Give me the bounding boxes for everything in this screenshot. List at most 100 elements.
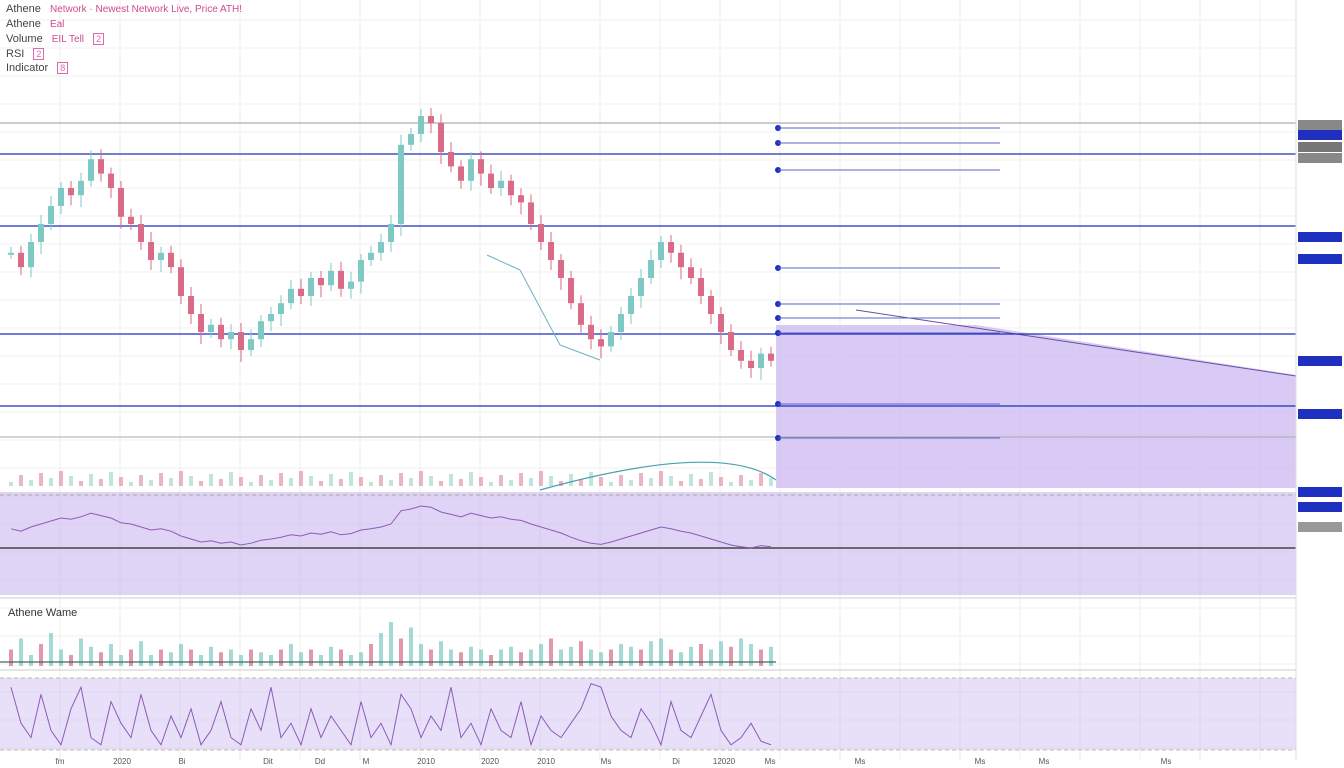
legend-row-1: Athene Network · Newest Network Live, Pr… bbox=[6, 2, 248, 17]
candle-body bbox=[388, 224, 394, 242]
candle-body bbox=[18, 252, 24, 268]
candle-body bbox=[188, 296, 194, 314]
time-axis-label: Dd bbox=[314, 757, 326, 766]
volume-bar bbox=[769, 478, 773, 486]
price-tag bbox=[1298, 356, 1342, 366]
time-axis-label: Ms bbox=[854, 757, 866, 766]
volume-bar bbox=[29, 655, 33, 666]
legend-symbol[interactable]: Volume bbox=[6, 33, 43, 45]
volume-bar bbox=[699, 479, 703, 486]
volume-bar bbox=[759, 473, 763, 486]
volume-bar bbox=[49, 633, 53, 666]
volume-bar bbox=[39, 473, 43, 486]
candle-body bbox=[508, 180, 514, 196]
candle-body bbox=[458, 166, 464, 181]
legend-badge[interactable]: 8 bbox=[57, 62, 69, 74]
volume-bar bbox=[149, 655, 153, 666]
time-axis-label: Ms bbox=[600, 757, 612, 766]
volume-bar bbox=[439, 641, 443, 666]
candle-body bbox=[198, 314, 204, 332]
candle-body bbox=[68, 188, 74, 196]
trend-line bbox=[486, 254, 601, 361]
price-tag bbox=[1298, 409, 1342, 419]
price-tag bbox=[1298, 232, 1342, 242]
legend-symbol[interactable]: RSI bbox=[6, 48, 25, 60]
price-tag bbox=[1298, 502, 1342, 512]
candle-body bbox=[548, 242, 554, 260]
time-axis-label: 2020 bbox=[113, 757, 131, 766]
volume-bar bbox=[369, 482, 373, 486]
legend-row-5: Indicator 8 bbox=[6, 61, 248, 75]
volume-bar bbox=[359, 477, 363, 486]
volume-bar bbox=[179, 471, 183, 486]
volume-bar bbox=[559, 481, 563, 486]
candle-body bbox=[428, 116, 434, 124]
candle-body bbox=[578, 303, 584, 325]
candle-body bbox=[128, 216, 134, 224]
candle-body bbox=[398, 144, 404, 224]
volume-bar bbox=[379, 633, 383, 666]
volume-bar bbox=[489, 482, 493, 486]
volume-bar bbox=[439, 481, 443, 486]
volume-bar bbox=[159, 473, 163, 486]
time-axis-label: Ms bbox=[974, 757, 986, 766]
time-axis-label: Di bbox=[672, 757, 680, 766]
volume-bar bbox=[349, 472, 353, 486]
time-axis-label: Ms bbox=[1160, 757, 1172, 766]
volume-bar bbox=[9, 482, 13, 486]
candle-body bbox=[178, 267, 184, 296]
candle-body bbox=[748, 360, 754, 368]
volume-bar bbox=[659, 471, 663, 486]
volume-bar bbox=[469, 646, 473, 666]
legend-symbol[interactable]: Indicator bbox=[6, 62, 49, 74]
volume-bar bbox=[489, 655, 493, 666]
volume-bar bbox=[409, 478, 413, 486]
legend-badge[interactable]: 2 bbox=[33, 48, 45, 60]
candle-body bbox=[328, 270, 334, 286]
volume-bar bbox=[549, 476, 553, 486]
candle-body bbox=[368, 252, 374, 260]
volume-bar bbox=[219, 479, 223, 486]
candle-body bbox=[688, 267, 694, 278]
candle-body bbox=[88, 159, 94, 181]
candle-body bbox=[358, 260, 364, 282]
candle-body bbox=[238, 332, 244, 350]
volume-bar bbox=[319, 481, 323, 486]
volume-bar bbox=[509, 480, 513, 486]
volume-pane-label: Athene Wame bbox=[8, 607, 78, 619]
volume-bar bbox=[419, 471, 423, 486]
candle-body bbox=[718, 314, 724, 332]
volume-bar bbox=[189, 476, 193, 486]
volume-bar bbox=[129, 649, 133, 666]
volume-bar bbox=[39, 644, 43, 666]
legend-row-2: Athene Eal bbox=[6, 17, 248, 32]
candle-body bbox=[118, 188, 124, 217]
volume-bar bbox=[539, 644, 543, 666]
volume-bar bbox=[699, 644, 703, 666]
volume-bar bbox=[119, 655, 123, 666]
legend-badge[interactable]: 2 bbox=[93, 33, 105, 45]
volume-bar bbox=[359, 652, 363, 666]
legend-symbol[interactable]: Athene bbox=[6, 18, 41, 30]
volume-bar bbox=[229, 472, 233, 486]
volume-bar bbox=[309, 476, 313, 486]
candle-body bbox=[308, 278, 314, 296]
volume-bar bbox=[89, 646, 93, 666]
candle-body bbox=[498, 180, 504, 188]
volume-bar bbox=[629, 480, 633, 486]
candle-body bbox=[228, 332, 234, 340]
candle-body bbox=[158, 252, 164, 260]
volume-bar bbox=[669, 649, 673, 666]
candle-body bbox=[608, 332, 614, 347]
volume-bar bbox=[49, 478, 53, 486]
candle-body bbox=[468, 159, 474, 181]
candle-body bbox=[288, 288, 294, 304]
legend-symbol[interactable]: Athene bbox=[6, 3, 41, 15]
candle-body bbox=[268, 314, 274, 322]
time-axis-label: 2010 bbox=[537, 757, 555, 766]
candle-body bbox=[668, 242, 674, 253]
candle-body bbox=[438, 123, 444, 152]
volume-bar bbox=[429, 476, 433, 486]
